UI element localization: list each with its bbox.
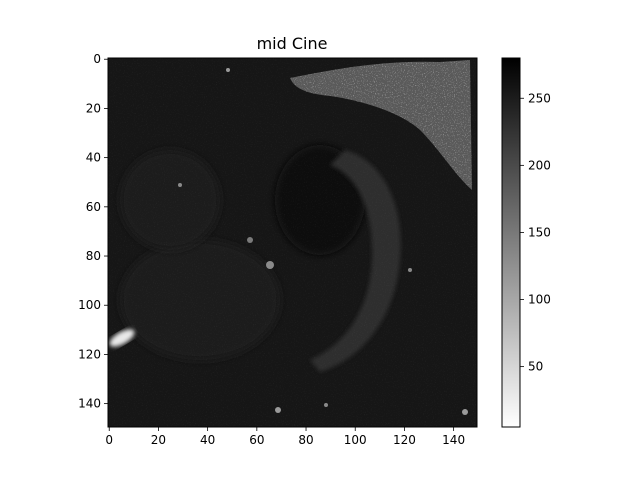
y-tick-label: 120 [78, 347, 101, 361]
x-tick-label: 0 [105, 433, 113, 447]
y-tick-label: 40 [86, 151, 101, 165]
colorbar-tick-label: 250 [528, 91, 551, 105]
y-tick-label: 0 [93, 52, 101, 66]
x-tick-label: 140 [442, 433, 465, 447]
figure-title: mid Cine [257, 34, 328, 53]
x-tick-label: 100 [344, 433, 367, 447]
x-axis-ticks: 0 20 40 60 80 100 120 140 [105, 427, 465, 447]
colorbar [501, 57, 521, 428]
x-tick-label: 40 [200, 433, 215, 447]
colorbar-tick-label: 200 [528, 158, 551, 172]
x-tick-label: 120 [393, 433, 416, 447]
mri-image [108, 58, 477, 427]
x-tick-label: 20 [151, 433, 166, 447]
colorbar-tick-label: 50 [528, 360, 543, 374]
y-tick-label: 20 [86, 101, 101, 115]
y-tick-label: 140 [78, 397, 101, 411]
colorbar-ticks: 50 100 150 200 250 [520, 91, 551, 374]
colorbar-tick-label: 150 [528, 225, 551, 239]
x-tick-label: 60 [249, 433, 264, 447]
y-axis-ticks: 0 20 40 60 80 100 120 140 [78, 52, 108, 411]
colorbar-tick-label: 100 [528, 293, 551, 307]
y-tick-label: 80 [86, 249, 101, 263]
x-tick-label: 80 [298, 433, 313, 447]
y-tick-label: 100 [78, 298, 101, 312]
y-tick-label: 60 [86, 200, 101, 214]
